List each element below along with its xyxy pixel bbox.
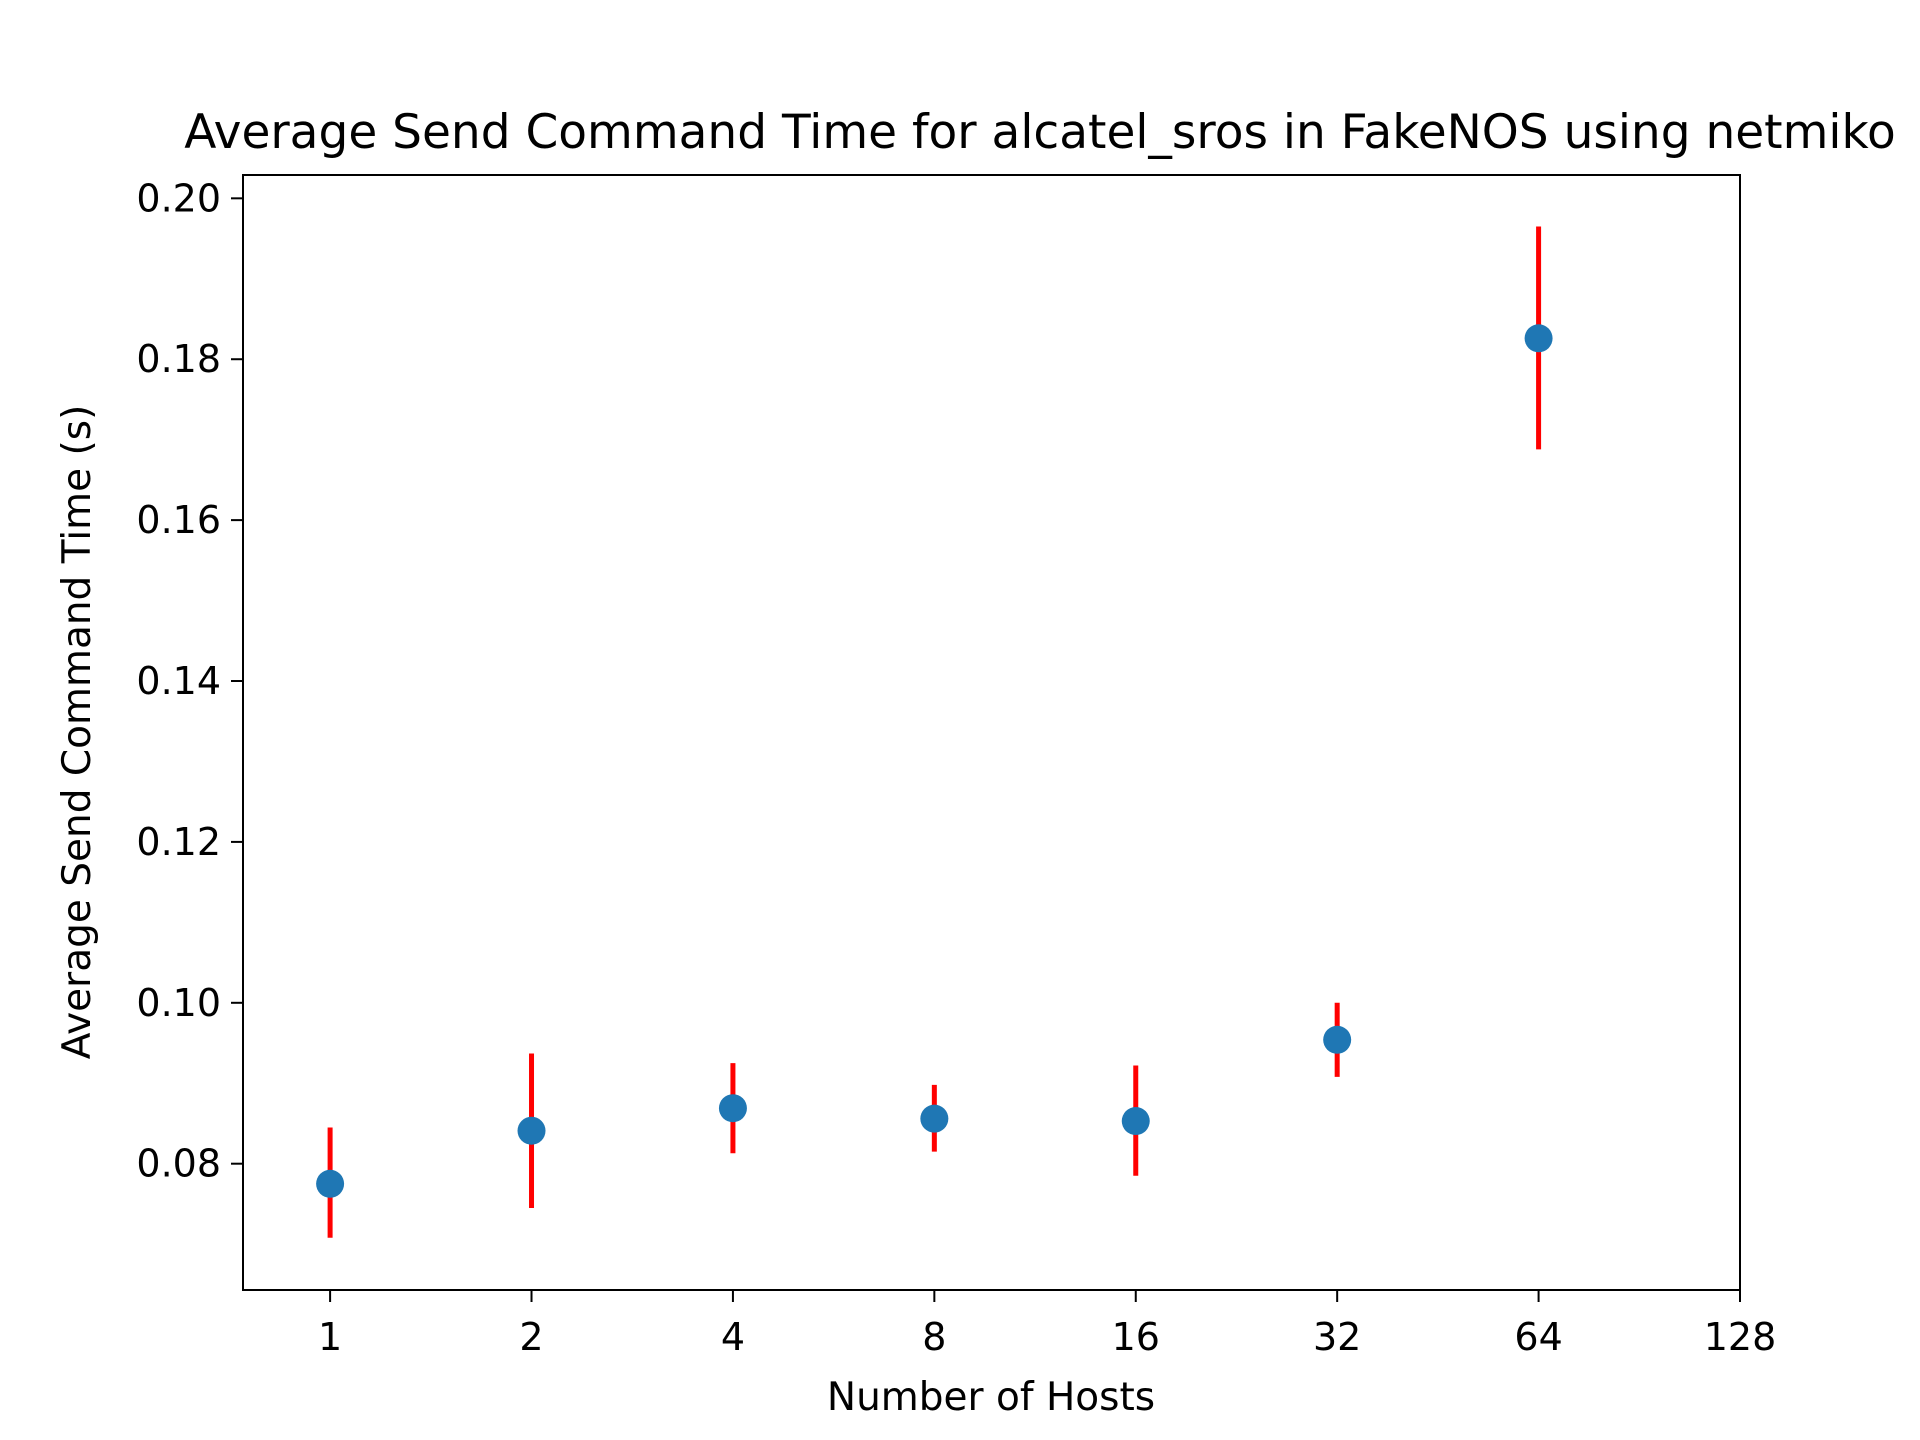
- y-tick-label: 0.14: [136, 659, 221, 703]
- x-tick-label: 8: [922, 1315, 946, 1359]
- y-tick-label: 0.08: [136, 1142, 221, 1186]
- data-point-6: [1323, 1025, 1352, 1054]
- y-tick-label: 0.16: [136, 498, 221, 542]
- x-tick-label: 2: [519, 1315, 543, 1359]
- data-point-2: [517, 1116, 546, 1145]
- data-point-4: [920, 1104, 949, 1133]
- x-tick-label: 128: [1704, 1315, 1777, 1359]
- axes-frame: [242, 174, 1741, 1291]
- y-tick-label: 0.20: [136, 176, 221, 220]
- data-point-3: [718, 1094, 747, 1123]
- y-axis-label: Average Send Command Time (s): [55, 405, 100, 1060]
- x-tick-label: 64: [1514, 1315, 1562, 1359]
- data-point-1: [316, 1169, 345, 1198]
- y-tick-label: 0.10: [136, 981, 221, 1025]
- data-point-7: [1524, 324, 1553, 353]
- chart-title: Average Send Command Time for alcatel_sr…: [184, 105, 1896, 160]
- data-point-5: [1121, 1107, 1150, 1136]
- x-tick-label: 32: [1313, 1315, 1361, 1359]
- plot-area: [316, 226, 1553, 1238]
- x-tick-label: 1: [318, 1315, 342, 1359]
- y-tick-label: 0.18: [136, 337, 221, 381]
- x-tick-label: 16: [1112, 1315, 1160, 1359]
- x-axis: 1 2 4 8 16 32 64 128: [318, 1290, 1776, 1359]
- x-axis-label: Number of Hosts: [827, 1375, 1155, 1420]
- y-axis: 0.08 0.10 0.12 0.14 0.16 0.18 0.20: [136, 176, 243, 1186]
- x-tick-label: 4: [721, 1315, 745, 1359]
- y-tick-label: 0.12: [136, 820, 221, 864]
